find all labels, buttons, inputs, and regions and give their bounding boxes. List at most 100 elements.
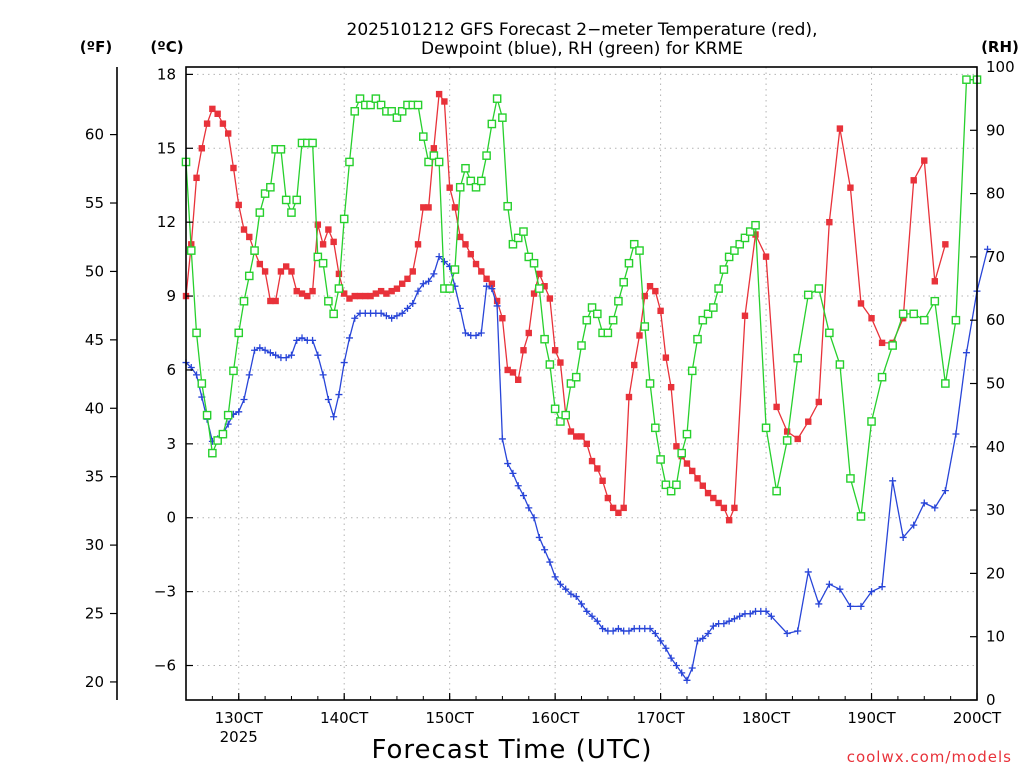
rh-point	[197, 379, 207, 388]
rh-point	[593, 309, 602, 319]
rh-point	[287, 208, 296, 217]
temperature-point	[815, 398, 822, 406]
dewpoint-point	[899, 533, 907, 541]
dewpoint-point	[931, 504, 939, 512]
temperature-point	[214, 110, 221, 117]
rh-point	[714, 284, 723, 293]
temperature-point	[420, 204, 427, 211]
temperature-point	[720, 504, 728, 512]
temperature-point	[224, 130, 232, 137]
temperature-point	[435, 90, 443, 98]
rh-tick-label: 0	[986, 691, 996, 709]
temperature-point	[330, 238, 337, 246]
temperature-point	[620, 504, 627, 512]
rh-point	[835, 360, 845, 369]
rh-point	[487, 119, 497, 129]
dewpoint-point	[551, 573, 559, 581]
temperature-point	[636, 332, 643, 339]
dewpoint-point	[419, 280, 427, 288]
rh-point	[239, 296, 249, 306]
rh-point	[561, 410, 570, 420]
dewpoint-point	[868, 588, 876, 596]
rh-point	[682, 429, 692, 439]
temperature-point	[546, 295, 554, 302]
temperature-point	[325, 226, 332, 233]
x-tick-year-label: 2025	[220, 728, 258, 746]
rh-point	[471, 182, 481, 192]
celsius-unit-label: (ºC)	[150, 38, 183, 56]
rh-point	[229, 366, 238, 376]
rh-point	[292, 195, 302, 205]
temperature-point	[921, 157, 928, 164]
rh-point	[930, 296, 940, 306]
dewpoint-point	[461, 329, 469, 337]
temperature-point	[604, 494, 612, 502]
dewpoint-point	[762, 607, 770, 615]
dewpoint-point	[287, 351, 295, 359]
rh-tick-label: 20	[986, 564, 1005, 582]
rh-point	[419, 132, 428, 141]
temperature-point	[377, 287, 385, 295]
dewpoint-point	[272, 351, 280, 359]
rh-point	[888, 341, 897, 350]
rh-tick-label: 100	[986, 58, 1015, 76]
temperature-point	[314, 221, 322, 228]
rh-point	[582, 315, 592, 325]
rh-point	[909, 309, 919, 319]
temperature-point	[209, 105, 216, 113]
temperature-point	[641, 292, 648, 300]
dewpoint-point	[794, 627, 802, 635]
temperature-point	[261, 268, 269, 275]
rh-point	[603, 328, 613, 338]
rh-point	[503, 201, 512, 211]
rh-point	[345, 157, 354, 167]
rh-point	[645, 379, 655, 388]
temperature-point	[493, 297, 501, 305]
rh-point	[313, 252, 323, 262]
rh-point	[524, 252, 534, 262]
fahrenheit-tick-label: 40	[85, 399, 104, 417]
rh-tick-label: 50	[986, 375, 1005, 393]
dewpoint-point	[414, 287, 422, 295]
dewpoint-point	[910, 521, 918, 529]
dewpoint-point	[235, 408, 243, 416]
rh-point	[724, 252, 734, 262]
temperature-point	[551, 347, 559, 354]
temperature-point	[868, 315, 875, 322]
temperature-point	[857, 300, 865, 307]
temperature-point	[409, 268, 416, 275]
temperature-point	[689, 467, 696, 475]
temperature-point	[704, 489, 712, 497]
temperature-point	[472, 260, 480, 268]
dewpoint-point	[614, 625, 622, 633]
rh-point	[366, 100, 375, 110]
dewpoint-point	[825, 580, 833, 588]
rh-point	[814, 284, 824, 293]
rh-point	[429, 151, 439, 160]
dewpoint-point	[245, 371, 253, 379]
rh-point	[825, 328, 834, 338]
rh-point	[260, 189, 270, 198]
temperature-point	[931, 278, 939, 285]
temperature-point	[414, 241, 422, 248]
dewpoint-point	[393, 312, 401, 320]
temperature-point	[715, 499, 722, 507]
rh-point	[223, 410, 233, 420]
dewpoint-point	[878, 583, 886, 591]
rh-point	[318, 258, 328, 268]
rh-point	[350, 107, 360, 116]
temperature-point	[509, 369, 517, 376]
x-tick-label: 190CT	[847, 709, 896, 727]
rh-point	[213, 436, 222, 445]
rh-point	[424, 157, 433, 167]
dewpoint-point	[562, 585, 570, 593]
rh-point	[772, 486, 781, 496]
dewpoint-point	[519, 492, 527, 500]
dewpoint-point	[319, 371, 327, 379]
rh-point	[761, 423, 771, 433]
rh-point	[466, 176, 476, 186]
rh-point	[629, 239, 639, 249]
rh-point	[450, 265, 460, 274]
temperature-point	[694, 475, 701, 482]
